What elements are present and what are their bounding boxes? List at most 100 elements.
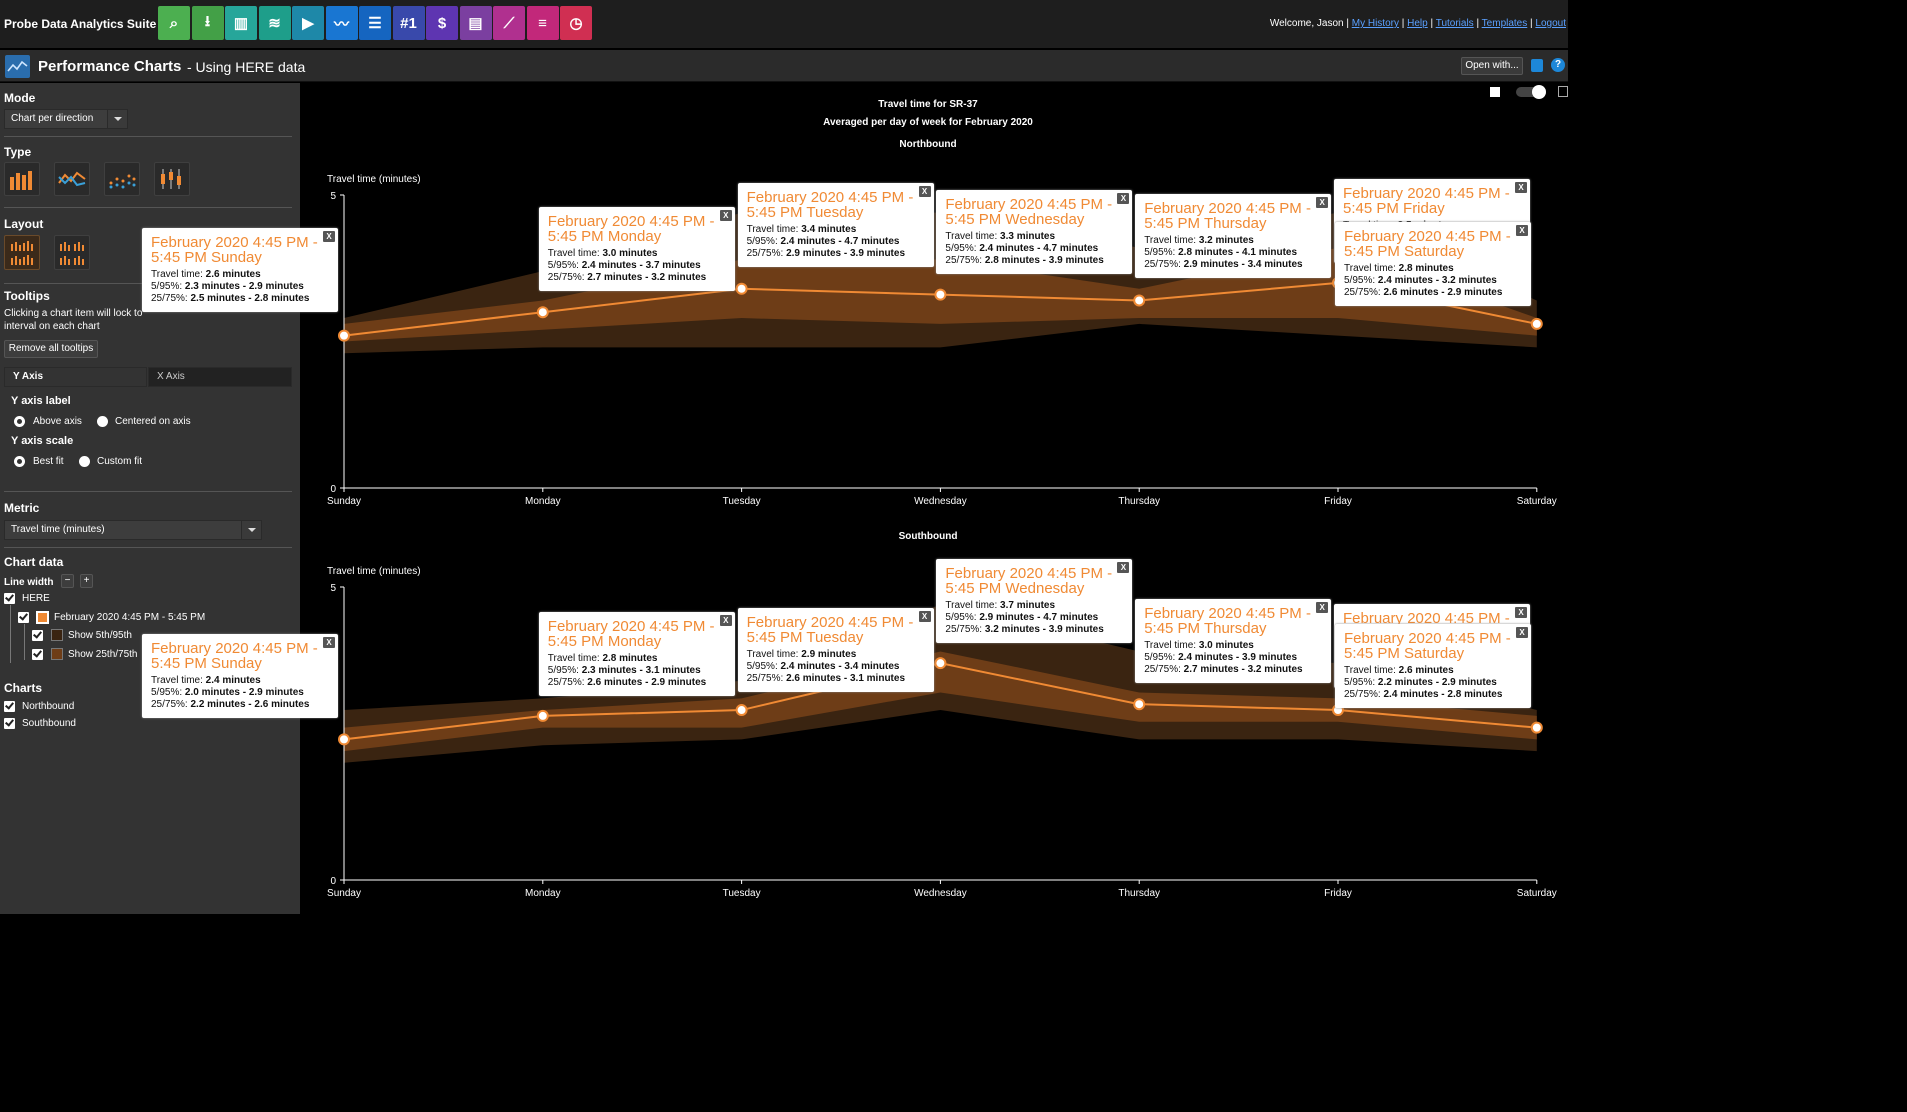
close-icon[interactable]: X	[1515, 607, 1527, 618]
chart-tooltip[interactable]: X February 2020 4:45 PM - 5:45 PM Wednesd…	[936, 190, 1133, 274]
band-inner-swatch[interactable]	[51, 648, 63, 660]
tooltip-title: February 2020 4:45 PM - 5:45 PM Sunday	[151, 234, 318, 266]
download-icon[interactable]: ⭳	[191, 6, 224, 40]
expand-icon[interactable]	[1558, 86, 1568, 97]
data-point	[1133, 698, 1146, 711]
chart-tooltip[interactable]: X February 2020 4:45 PM - 5:45 PM Monday T…	[538, 612, 735, 696]
play-map-icon[interactable]: ▶	[292, 6, 324, 40]
x-tick-label: Sunday	[327, 496, 361, 507]
view-toggle-switch[interactable]	[1516, 85, 1546, 99]
tooltip-row-value: 2.0 minutes - 2.9 minutes	[184, 687, 304, 698]
band-outer-swatch[interactable]	[51, 629, 63, 641]
data-point	[735, 282, 748, 295]
remove-all-tooltips-button[interactable]: Remove all tooltips	[4, 340, 98, 358]
tooltip-row-value: 3.0 minutes	[602, 248, 658, 259]
chart-tooltip[interactable]: X February 2020 4:45 PM - 5:45 PM Tuesday…	[737, 608, 934, 692]
southbound-checkbox[interactable]	[4, 718, 15, 729]
close-icon[interactable]: X	[918, 611, 931, 622]
chart-tooltip[interactable]: X February 2020 4:45 PM - 5:45 PM Sunday T…	[142, 228, 338, 312]
series-checkbox[interactable]	[18, 612, 29, 623]
mode-select-value: Chart per direction	[11, 113, 94, 124]
cost-icon[interactable]: $	[426, 6, 458, 40]
square-toggle-icon[interactable]	[1490, 87, 1500, 97]
layout-stacked-button[interactable]	[4, 235, 40, 270]
chevron-down-icon	[241, 521, 261, 539]
clock-icon[interactable]: ◷	[560, 6, 592, 40]
rank-icon[interactable]: #1	[392, 6, 425, 40]
tooltip-title: February 2020 4:45 PM - 5:45 PM Wednesda…	[945, 196, 1113, 228]
close-icon[interactable]: X	[1316, 197, 1329, 208]
report-icon[interactable]: ▤	[459, 6, 492, 40]
above-axis-radio[interactable]	[14, 416, 25, 427]
metric-select[interactable]: Travel time (minutes)	[4, 520, 262, 540]
line-width-increase-button[interactable]: +	[80, 574, 93, 588]
line-chart-icon[interactable]: 〰	[325, 6, 358, 40]
close-icon[interactable]: X	[1117, 193, 1130, 204]
open-with-button[interactable]: Open with...	[1461, 57, 1523, 75]
tutorials-link[interactable]: Tutorials	[1435, 18, 1474, 29]
scatter-icon[interactable]: ⟋	[493, 6, 525, 40]
close-icon[interactable]: X	[323, 637, 335, 648]
tab-y-axis[interactable]: Y Axis	[4, 367, 147, 387]
close-icon[interactable]: X	[1316, 602, 1329, 613]
close-icon[interactable]: X	[719, 210, 732, 221]
custom-fit-radio[interactable]	[79, 456, 90, 467]
chart-tooltip[interactable]: X February 2020 4:45 PM - 5:45 PM Sunday T…	[142, 634, 338, 718]
templates-link[interactable]: Templates	[1481, 18, 1528, 29]
here-checkbox[interactable]	[4, 593, 15, 604]
mode-select[interactable]: Chart per direction	[4, 109, 128, 129]
chart-tooltip[interactable]: X February 2020 4:45 PM - 5:45 PM Thursda…	[1135, 599, 1332, 683]
chart-tooltip[interactable]: X February 2020 4:45 PM - 5:45 PM Wednesd…	[936, 559, 1133, 643]
series-color-swatch[interactable]	[36, 611, 49, 624]
tooltip-row-p25-75: 25/75%: 2.6 minutes - 3.1 minutes	[747, 673, 925, 685]
close-icon[interactable]: X	[1516, 225, 1528, 236]
list-icon[interactable]: ☰	[359, 6, 391, 40]
y-tick-label: 0	[330, 484, 336, 495]
tooltip-title: February 2020 4:45 PM - 5:45 PM Saturday	[1344, 630, 1511, 662]
tab-x-axis[interactable]: X Axis	[148, 367, 292, 387]
close-icon[interactable]: X	[323, 231, 335, 242]
layout-stacked-icon	[11, 241, 33, 265]
close-icon[interactable]: X	[1515, 182, 1527, 193]
my-history-link[interactable]: My History	[1351, 18, 1399, 29]
close-icon[interactable]: X	[1516, 627, 1528, 638]
show-25-75-checkbox[interactable]	[32, 649, 43, 660]
help-link[interactable]: Help	[1407, 18, 1428, 29]
candlestick-chart-type-button[interactable]	[154, 162, 190, 196]
tooltip-row-p25-75: 25/75%: 2.7 minutes - 3.2 minutes	[548, 272, 726, 284]
line-chart-type-button[interactable]	[54, 162, 90, 196]
help-icon[interactable]: ?	[1551, 58, 1565, 72]
best-fit-radio[interactable]	[14, 456, 25, 467]
road-map-icon[interactable]: ≋	[258, 6, 291, 40]
data-point	[536, 709, 549, 722]
tooltip-row-value: 2.5 minutes - 2.8 minutes	[190, 293, 310, 304]
show-5-95-checkbox[interactable]	[32, 630, 43, 641]
close-icon[interactable]: X	[1117, 562, 1130, 573]
close-icon[interactable]: X	[918, 186, 931, 197]
close-icon[interactable]: X	[719, 615, 732, 626]
line-width-decrease-button[interactable]: −	[61, 574, 74, 588]
search-icon[interactable]: ⌕	[158, 6, 190, 40]
map-segments-icon[interactable]: ▥	[225, 6, 257, 40]
x-tick-label: Saturday	[1517, 888, 1557, 899]
line-chart-icon	[58, 171, 86, 187]
chart-tooltip[interactable]: X February 2020 4:45 PM - 5:45 PM Thursda…	[1135, 194, 1332, 278]
scatter-chart-icon	[109, 174, 136, 189]
tooltip-row-label: Travel time:	[151, 675, 206, 686]
chart-tooltip[interactable]: X February 2020 4:45 PM - 5:45 PM Tuesday…	[737, 183, 934, 267]
tooltip-row-label: 25/75%:	[547, 677, 588, 688]
centered-on-axis-radio[interactable]	[97, 416, 108, 427]
northbound-checkbox[interactable]	[4, 701, 15, 712]
gantt-icon[interactable]: ≡	[526, 6, 559, 40]
scatter-chart-type-button[interactable]	[104, 162, 140, 196]
logout-link[interactable]: Logout	[1535, 18, 1566, 29]
tooltip-row-travel: Travel time: 3.0 minutes	[548, 248, 726, 260]
chart-tooltip[interactable]: X February 2020 4:45 PM - 5:45 PM Saturda…	[1335, 222, 1531, 306]
bar-chart-type-button[interactable]	[4, 162, 40, 196]
tooltip-row-p5-95: 5/95%: 2.3 minutes - 3.1 minutes	[548, 665, 726, 677]
chart-tooltip[interactable]: X February 2020 4:45 PM - 5:45 PM Saturda…	[1335, 624, 1531, 708]
chart-tooltip[interactable]: X February 2020 4:45 PM - 5:45 PM Monday T…	[538, 207, 735, 291]
save-icon[interactable]	[1531, 59, 1543, 72]
tooltip-row-label: 5/95%:	[1144, 652, 1179, 663]
layout-grid-button[interactable]	[54, 235, 90, 270]
